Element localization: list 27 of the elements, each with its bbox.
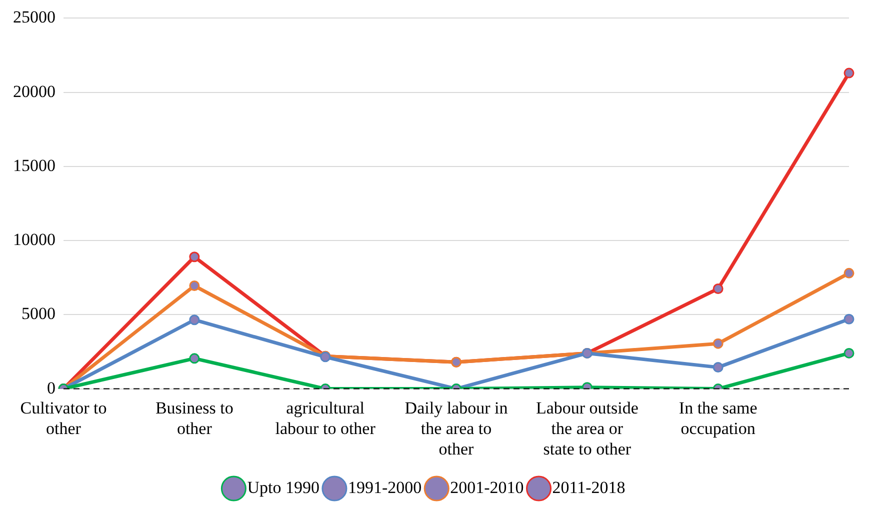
y-tick-label: 20000: [13, 82, 56, 101]
legend-label: 2001-2010: [450, 478, 524, 497]
point: [189, 314, 200, 326]
point: [712, 362, 724, 373]
point: [844, 348, 854, 358]
x-tick-label: Cultivator to other: [20, 398, 107, 438]
legend-label: Upto 1990: [247, 478, 320, 497]
y-tick-label: 5000: [22, 304, 56, 324]
x-tick-label: In the same occupation: [678, 398, 758, 438]
y-tick-label: 10000: [13, 230, 56, 250]
point: [844, 314, 854, 324]
y-tick-label: 0: [47, 378, 56, 398]
y-tick-label: 15000: [13, 156, 56, 175]
point: [189, 252, 200, 262]
point: [189, 280, 200, 292]
point: [712, 283, 724, 294]
legend-label: 1991-2000: [348, 478, 422, 497]
legend-label: 2011-2018: [552, 478, 626, 497]
point: [189, 353, 200, 364]
x-tick-label: agricultural labour to other: [275, 398, 376, 438]
x-tick-label: Business to other: [155, 398, 234, 438]
y-tick-label: 25000: [13, 8, 56, 27]
x-tick-label: Daily labour in the area to other: [404, 398, 508, 458]
x-tick-label: Labour outside the area or state to other: [536, 398, 638, 458]
point: [844, 268, 854, 278]
point: [712, 338, 724, 349]
point: [844, 68, 854, 78]
